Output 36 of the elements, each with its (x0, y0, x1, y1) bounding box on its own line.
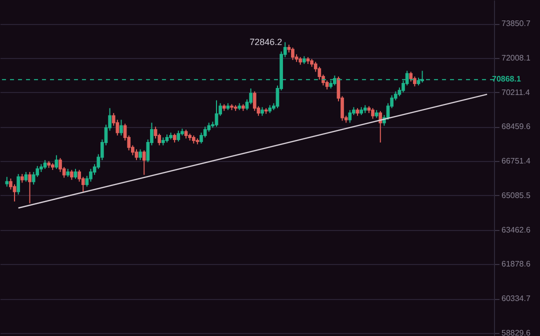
candlestick (89, 168, 92, 182)
candlestick (413, 76, 416, 87)
y-tick-label: 65085.5 (502, 190, 531, 200)
y-tick-label: 73850.7 (502, 19, 531, 28)
candlestick (16, 174, 20, 196)
candlestick (214, 100, 218, 128)
candlestick (74, 168, 78, 180)
candlestick (176, 130, 180, 142)
candlestick (120, 119, 123, 136)
candlestick (54, 154, 58, 170)
candlestick (70, 169, 74, 180)
candlestick (24, 171, 28, 182)
candlestick (28, 171, 32, 204)
candlestick (409, 71, 413, 82)
candlestick (142, 150, 146, 176)
candlestick (291, 47, 294, 60)
y-tick-label: 66751.4 (502, 156, 531, 166)
y-tick-label: 58829.6 (502, 328, 531, 336)
y-tick-label: 61878.6 (502, 260, 531, 269)
candlestick (5, 176, 9, 188)
y-tick-label: 72008.1 (502, 53, 531, 62)
candlestick (348, 110, 352, 124)
y-tick-label: 60334.7 (502, 294, 531, 304)
candlestick (138, 148, 142, 161)
annotation: 72846.2 (250, 37, 282, 48)
candlestick (154, 126, 158, 139)
candlestick (378, 110, 382, 143)
y-tick-label: 68459.6 (502, 122, 531, 132)
candlestick (116, 119, 120, 136)
ref-line-label: 70868.1 (492, 74, 522, 84)
y-tick-label: 70211.4 (502, 88, 530, 97)
candlestick (32, 171, 36, 186)
y-tick-label: 63462.6 (502, 225, 531, 234)
candlestick (371, 108, 374, 120)
candlestick (12, 184, 16, 202)
candlestick (134, 148, 138, 161)
